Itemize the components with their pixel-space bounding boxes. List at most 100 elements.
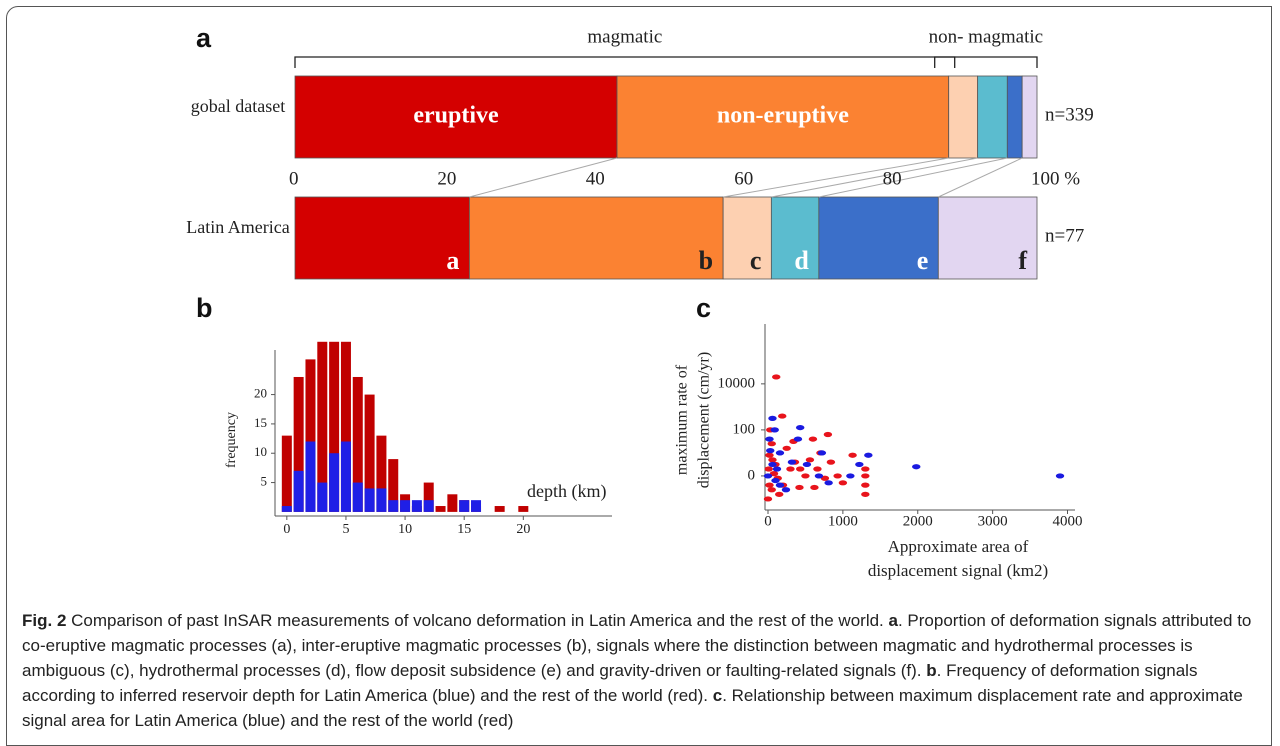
figure-caption: Fig. 2 Comparison of past InSAR measurem…	[22, 608, 1258, 733]
point	[772, 466, 782, 472]
bracket	[294, 56, 956, 68]
point	[769, 471, 779, 477]
caption-run: Fig. 2	[22, 611, 67, 630]
bar	[305, 359, 316, 512]
bar	[518, 506, 529, 512]
x-tick-label: 5	[342, 522, 349, 537]
point	[768, 461, 777, 468]
y-tick-label: 10	[254, 444, 267, 459]
point	[793, 436, 803, 442]
point	[823, 431, 833, 438]
n-label: n=339	[1045, 104, 1094, 125]
y-axis-label: frequency	[224, 412, 239, 468]
y-tick-label: 15	[254, 415, 267, 430]
bar	[376, 488, 387, 512]
bar-segment	[294, 196, 470, 280]
point	[795, 484, 804, 491]
x-axis-label: Approximate area of	[888, 537, 1029, 556]
point	[817, 450, 827, 456]
point	[765, 436, 774, 442]
caption-run: . Frequency of deformation signals accor…	[22, 661, 1198, 705]
point	[813, 466, 822, 472]
point	[775, 482, 785, 488]
y-tick-label: 5	[261, 474, 268, 489]
bar	[329, 453, 340, 512]
x-tick-label: 60	[734, 168, 753, 189]
point	[802, 461, 812, 468]
connector	[818, 157, 1008, 198]
caption-run: Comparison of past InSAR measurements of…	[66, 611, 889, 630]
row-label: gobal dataset	[190, 96, 286, 116]
point	[765, 482, 774, 488]
x-tick-label: 20	[516, 522, 530, 537]
point	[814, 473, 824, 479]
row-label: Latin America	[186, 217, 290, 237]
point	[861, 466, 870, 472]
point	[838, 480, 848, 486]
y-tick-label: 20	[254, 386, 267, 401]
point	[846, 473, 855, 479]
point	[826, 459, 836, 465]
point	[766, 448, 775, 454]
caption-run: . Proportion of deformation signals attr…	[22, 611, 1252, 680]
point	[763, 496, 773, 502]
bar	[340, 441, 351, 512]
y-axis-label: displacement (cm/yr)	[696, 352, 713, 488]
point	[824, 480, 833, 486]
y-axis-label: maximum rate of	[674, 364, 691, 475]
point	[808, 436, 818, 442]
point	[778, 413, 787, 419]
bar	[352, 482, 363, 512]
point	[782, 445, 791, 451]
bar	[411, 500, 422, 512]
bar	[400, 500, 411, 512]
bracket-label: magmatic	[587, 26, 662, 47]
bar-segment	[948, 75, 979, 159]
bracket-label: non- magmatic	[929, 26, 1044, 47]
bar	[423, 482, 434, 512]
bar-segment	[1021, 75, 1038, 159]
bar	[459, 500, 470, 512]
bar-segment	[616, 75, 950, 159]
segment-label: c	[750, 246, 762, 275]
point	[767, 441, 776, 447]
connector	[469, 157, 618, 198]
y-tick-label: 10000	[718, 375, 756, 391]
segment-label: e	[917, 246, 929, 275]
segment-label: d	[794, 246, 809, 275]
n-label: n=77	[1045, 225, 1084, 246]
point	[795, 466, 805, 472]
x-tick-label: 1000	[828, 513, 858, 529]
bar-segment	[1006, 75, 1023, 159]
point	[767, 487, 776, 493]
bar	[329, 341, 340, 512]
connector	[723, 157, 949, 198]
point	[786, 466, 795, 472]
bar-segment	[937, 196, 1038, 280]
y-tick-label: 0	[748, 467, 756, 483]
bar	[447, 494, 458, 512]
x-tick-label: 80	[883, 168, 902, 189]
bar	[317, 341, 328, 512]
bar	[388, 459, 399, 512]
point	[765, 452, 774, 458]
x-tick-label: 40	[586, 168, 605, 189]
x-tick-label: 0	[289, 168, 299, 189]
point	[787, 459, 797, 465]
x-axis-label: depth (km)	[527, 481, 606, 502]
connector	[771, 157, 978, 198]
point	[771, 477, 780, 484]
x-tick-label: 3000	[978, 513, 1008, 529]
bar	[364, 488, 375, 512]
point	[861, 491, 870, 497]
point	[864, 452, 873, 458]
x-tick-label: 20	[437, 168, 456, 189]
x-tick-label: 15	[457, 522, 471, 537]
y-tick-label: 100	[733, 421, 756, 437]
bar-segment	[722, 196, 772, 280]
point	[770, 427, 779, 433]
x-tick-label: 100 %	[1031, 168, 1080, 189]
caption-run: . Relationship between maximum displacem…	[22, 686, 1243, 730]
caption-run: c	[712, 686, 723, 705]
caption-run: b	[926, 661, 937, 680]
